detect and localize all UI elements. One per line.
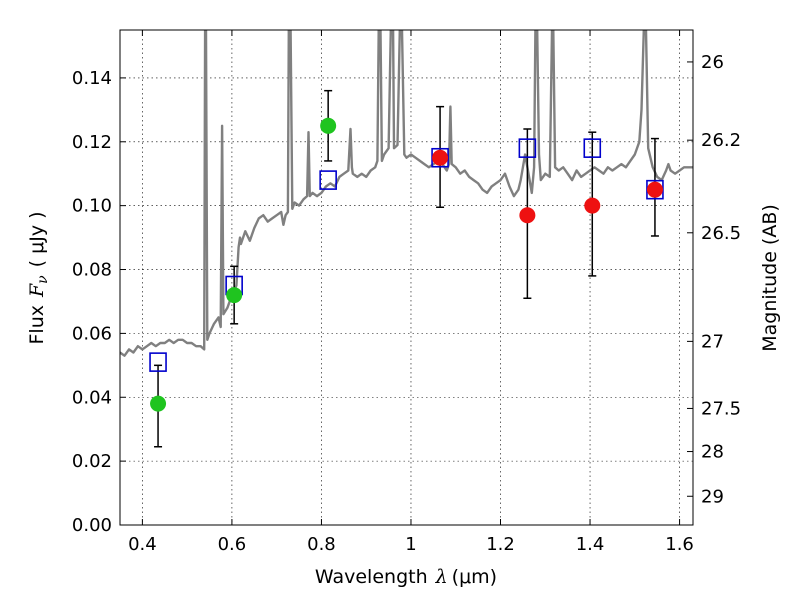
- x-tick-label: 1.2: [486, 534, 515, 555]
- data-markers: [149, 117, 664, 412]
- x-tick-label: 0.8: [307, 534, 336, 555]
- x-axis-ticks: 0.4 0.6 0.8 1 1.2 1.4 1.6: [128, 30, 694, 555]
- y-axis-label: Flux: [26, 305, 48, 345]
- y-tick-label: 0.10: [72, 196, 112, 217]
- model-photometry-square: [319, 170, 337, 190]
- grid-lines: [120, 30, 693, 525]
- green-data-point: [150, 395, 167, 412]
- green-data-point: [226, 287, 243, 304]
- y-tick-label: 0.14: [72, 68, 112, 89]
- red-data-point: [646, 181, 663, 198]
- x-axis-title: Wavelength λ (μm): [315, 566, 497, 588]
- red-data-point: [432, 149, 449, 166]
- y-axis-symbol: F: [26, 283, 48, 298]
- model-spectrum-line: [120, 30, 693, 357]
- plot-background: [120, 30, 693, 525]
- x-tick-label: 0.4: [128, 534, 157, 555]
- y2-tick-label: 26.5: [701, 223, 741, 244]
- model-spectrum: [120, 30, 693, 357]
- model-photometry-square: [583, 138, 602, 158]
- y-axis-subscript: ν: [35, 275, 51, 284]
- y2-tick-label: 26: [701, 52, 724, 73]
- y-axis-unit: ( μJy ): [26, 211, 48, 267]
- x-tick-label: 1: [405, 534, 416, 555]
- y2-tick-label: 27: [701, 331, 724, 352]
- x-axis-unit: (μm): [452, 566, 497, 588]
- y2-tick-label: 27.5: [701, 398, 741, 419]
- green-data-point: [320, 117, 337, 134]
- y-tick-label: 0.02: [72, 451, 112, 472]
- y-tick-label: 0.00: [72, 515, 112, 536]
- y2-axis-ticks: 26 26.2 26.5 27 27.5 28 29: [687, 52, 741, 507]
- y2-tick-label: 29: [701, 486, 724, 507]
- y-tick-label: 0.04: [72, 387, 112, 408]
- y-tick-label: 0.08: [72, 260, 112, 281]
- model-photometry-square: [149, 352, 167, 372]
- red-data-point: [519, 207, 536, 224]
- x-tick-label: 1.4: [576, 534, 605, 555]
- x-tick-label: 0.6: [218, 534, 247, 555]
- y-axis-ticks: 0.00 0.02 0.04 0.06 0.08 0.10 0.12 0.14: [72, 68, 126, 536]
- red-data-point: [584, 197, 601, 214]
- y-tick-label: 0.06: [72, 323, 112, 344]
- y2-tick-label: 26.2: [701, 130, 741, 151]
- y2-axis-title: Magnitude (AB): [759, 204, 781, 352]
- x-tick-label: 1.6: [665, 534, 694, 555]
- x-axis-symbol: λ: [435, 566, 448, 588]
- y-axis-title: Flux Fν ( μJy ): [26, 211, 51, 344]
- y2-tick-label: 28: [701, 442, 724, 463]
- y-tick-label: 0.12: [72, 132, 112, 153]
- model-photometry-square: [518, 138, 537, 158]
- plot-frame: [119, 29, 694, 526]
- x-axis-label: Wavelength: [315, 566, 428, 588]
